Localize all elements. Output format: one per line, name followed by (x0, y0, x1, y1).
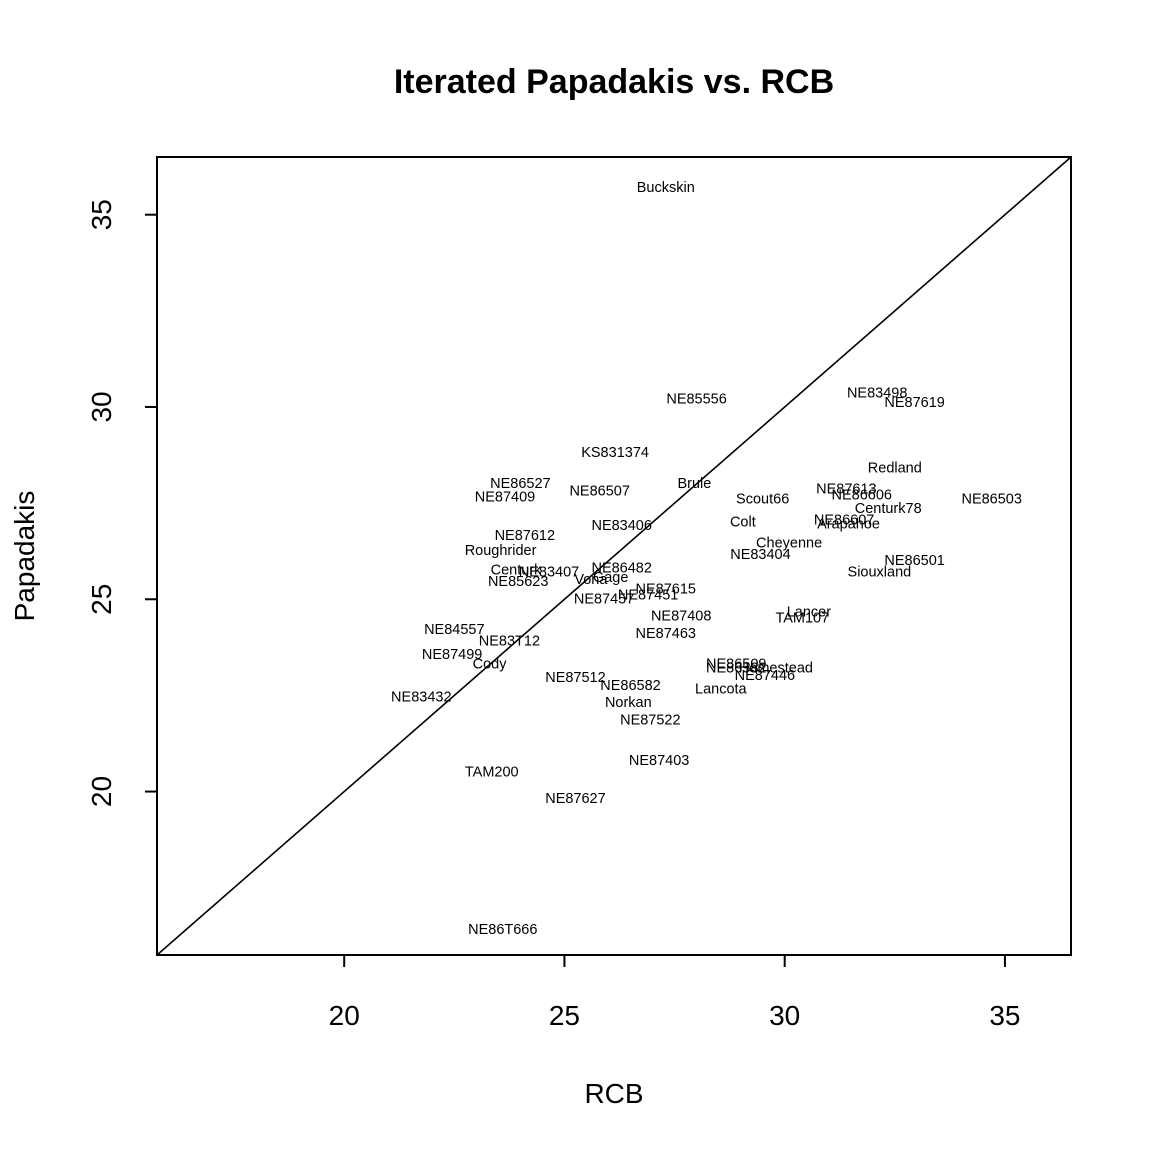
point-label: NE87615 (636, 582, 696, 598)
point-label: NE86501 (884, 553, 944, 569)
y-tick-label: 30 (86, 391, 117, 422)
point-label: NE83498 (847, 386, 907, 402)
point-label: Lancer (787, 605, 832, 621)
x-tick-label: 25 (549, 1000, 580, 1031)
y-tick-label: 20 (86, 776, 117, 807)
point-label: Homestead (739, 660, 813, 676)
point-label: Vona (574, 572, 608, 588)
point-label: NE86507 (569, 484, 629, 500)
point-label: NE87627 (545, 791, 605, 807)
y-axis-label: Papadakis (9, 491, 40, 622)
point-label: TAM107 (775, 610, 829, 626)
point-label: NE87612 (495, 528, 555, 544)
x-tick-label: 30 (769, 1000, 800, 1031)
point-label: Scout66 (736, 491, 789, 507)
y-tick-label: 35 (86, 199, 117, 230)
point-label: NE83404 (730, 547, 790, 563)
point-label: NE87613 (816, 482, 876, 498)
reference-line (156, 156, 1072, 956)
point-label: NE87522 (620, 712, 680, 728)
point-label: NE87619 (884, 395, 944, 411)
point-label: NE83406 (591, 518, 651, 534)
y-axis: 20 25 30 35 (86, 199, 157, 807)
point-label: NE86527 (490, 476, 550, 492)
point-label: Centurk (491, 562, 543, 578)
point-label: NE85623 (488, 574, 548, 590)
x-tick-label: 35 (989, 1000, 1020, 1031)
point-label: Centurk78 (855, 501, 922, 517)
x-axis-label: RCB (584, 1078, 643, 1109)
point-label: NE84557 (424, 622, 484, 638)
point-label: Cheyenne (756, 536, 822, 552)
point-label: NE86482 (591, 560, 651, 576)
point-label: NE83T12 (479, 634, 540, 650)
point-label: NE87512 (545, 670, 605, 686)
x-tick-label: 20 (329, 1000, 360, 1031)
point-label: Lancota (695, 682, 748, 698)
point-label: Roughrider (465, 543, 537, 559)
point-label: NE87408 (651, 609, 711, 625)
point-label: Buckskin (637, 180, 695, 196)
point-label: Brule (677, 476, 711, 492)
point-label: NE86607 (814, 512, 874, 528)
point-label: Siouxland (848, 564, 912, 580)
plot-frame (156, 156, 1072, 956)
x-axis: 20 25 30 35 (329, 955, 1021, 1031)
point-label: NE87446 (735, 668, 795, 684)
point-label: NE83407 (519, 564, 579, 580)
point-label: NE87463 (636, 626, 696, 642)
point-label: NE86509 (706, 657, 766, 673)
point-label: Redland (868, 461, 922, 477)
y-tick-label: 25 (86, 584, 117, 615)
point-label: Colt (730, 514, 756, 530)
point-label: NE87457 (574, 591, 634, 607)
point-label: NE86582 (600, 678, 660, 694)
point-label: NE83432 (391, 689, 451, 705)
point-label: Arapahoe (817, 516, 880, 532)
point-label: TAM200 (465, 764, 519, 780)
point-label: NE86582 (706, 660, 766, 676)
point-label: NE86606 (832, 487, 892, 503)
point-label: Cody (473, 657, 508, 673)
point-label: NE85556 (666, 391, 726, 407)
point-label: NE87403 (629, 753, 689, 769)
point-label: Norkan (605, 695, 652, 711)
point-label: NE86T666 (468, 922, 537, 938)
point-label: NE87409 (475, 489, 535, 505)
point-label: NE86503 (961, 491, 1021, 507)
point-label: NE87499 (422, 647, 482, 663)
point-label: KS831374 (581, 445, 649, 461)
point-label: Gage (593, 570, 628, 586)
point-label: NE87451 (618, 587, 678, 603)
chart-title: Iterated Papadakis vs. RCB (394, 63, 834, 101)
